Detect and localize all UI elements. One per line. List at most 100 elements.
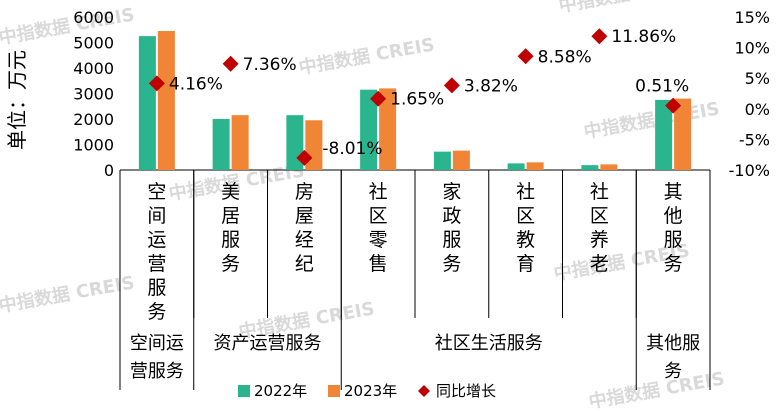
category-label: 育 — [516, 253, 535, 275]
y2-tick-label: 5% — [745, 69, 770, 88]
category-label: 间 — [147, 205, 166, 227]
bar-2023 — [379, 88, 397, 170]
category-label: 社 — [590, 181, 609, 203]
bar-2022 — [581, 165, 599, 170]
group-label: 社区生活服务 — [435, 333, 543, 354]
category-label: 美 — [221, 181, 240, 203]
category-label: 纪 — [295, 253, 314, 275]
y-tick-label: 4000 — [73, 59, 114, 78]
bar-2022 — [655, 99, 673, 170]
category-label: 居 — [221, 205, 240, 227]
category-label: 零 — [369, 229, 388, 251]
growth-label: 11.86% — [611, 27, 676, 47]
bar-2023 — [305, 120, 323, 170]
growth-marker — [517, 48, 534, 65]
watermark-text: 中指数据 CREIS — [297, 33, 436, 79]
y-tick-label: 3000 — [73, 85, 114, 104]
growth-marker — [665, 97, 682, 114]
legend-swatch — [418, 385, 430, 397]
legend-label: 同比增长 — [436, 382, 496, 400]
y2-tick-label: 15% — [734, 8, 770, 27]
category-label: 服 — [664, 229, 683, 251]
category-label: 养 — [590, 229, 609, 251]
category-label: 教 — [516, 229, 535, 251]
category-label: 屋 — [295, 205, 314, 227]
category-label: 区 — [369, 205, 388, 227]
category-labels: 空间运营服务美居服务房屋经纪社区零售家政服务社区教育社区养老其他服务空间运营服务… — [119, 170, 711, 390]
growth-marker — [296, 149, 313, 166]
bar-2022 — [212, 119, 230, 170]
category-label: 服 — [442, 229, 461, 251]
category-label: 其 — [664, 181, 683, 203]
growth-marker — [148, 75, 165, 92]
category-label: 务 — [442, 253, 461, 275]
growth-label: 7.36% — [243, 55, 297, 75]
growth-marker — [222, 55, 239, 72]
category-label: 服 — [147, 277, 166, 299]
category-label: 运 — [147, 229, 166, 251]
growth-marker — [591, 28, 608, 45]
y-tick-label: 5000 — [73, 34, 114, 53]
growth-label: 4.16% — [169, 74, 223, 94]
bar-2022 — [138, 36, 156, 170]
category-label: 务 — [664, 253, 683, 275]
category-label: 服 — [221, 229, 240, 251]
category-label: 房 — [295, 181, 314, 203]
bars — [138, 31, 692, 171]
y-tick-label: 6000 — [73, 8, 114, 27]
category-label: 社 — [516, 181, 535, 203]
watermark-text: 中指数据 CREIS — [0, 3, 136, 49]
y-tick-label: 1000 — [73, 136, 114, 155]
category-label: 政 — [442, 205, 461, 227]
y-tick-label: 0 — [104, 161, 114, 180]
watermark-text: 中指数据 CREIS — [587, 367, 726, 413]
growth-markers: 4.16% 7.36% -8.01% 1.65% 3.82% 8.58% 11.86% 0.5… — [148, 27, 689, 166]
watermark-text: 中指数据 CREIS — [0, 271, 136, 317]
category-label: 区 — [590, 205, 609, 227]
legend-swatch — [238, 385, 250, 397]
legend-label: 2023年 — [344, 382, 397, 400]
bar-2023 — [600, 164, 618, 170]
y2-tick-label: -10% — [729, 161, 770, 180]
bar-2022 — [507, 163, 525, 170]
category-label: 空 — [147, 181, 166, 203]
group-label: 务 — [664, 361, 682, 382]
y-tick-label: 2000 — [73, 110, 114, 129]
y2-tick-label: 10% — [734, 39, 770, 58]
category-label: 他 — [664, 205, 683, 227]
group-label: 营服务 — [130, 361, 184, 382]
y-axis-title: 单位：万元 — [5, 50, 29, 150]
category-label: 区 — [516, 205, 535, 227]
watermark-text: 中指数据 CREIS — [557, 0, 696, 17]
growth-label: 1.65% — [390, 90, 444, 110]
legend: 2022年 2023年 同比增长 — [238, 382, 496, 400]
bar-2023 — [452, 150, 470, 170]
growth-marker — [443, 77, 460, 94]
category-label: 营 — [147, 253, 166, 275]
group-label: 空间运 — [130, 333, 184, 354]
category-label: 务 — [147, 301, 166, 323]
category-label: 务 — [221, 253, 240, 275]
bar-2022 — [433, 151, 451, 170]
growth-label: 3.82% — [464, 76, 518, 96]
legend-label: 2022年 — [254, 382, 307, 400]
growth-marker — [370, 90, 387, 107]
y2-tick-label: -5% — [739, 130, 770, 149]
category-label: 老 — [590, 253, 609, 275]
watermark-text: 中指数据 CREIS — [582, 97, 721, 143]
category-label: 售 — [369, 253, 388, 275]
legend-swatch — [328, 385, 340, 397]
growth-label: -8.01% — [322, 139, 382, 159]
group-label: 资产运营服务 — [214, 333, 322, 354]
bar-2023 — [526, 162, 544, 170]
category-label: 家 — [442, 181, 461, 203]
group-label: 其他服 — [646, 333, 700, 354]
bar-2022 — [360, 89, 378, 170]
y2-tick-label: 0% — [745, 100, 770, 119]
category-label: 社 — [369, 181, 388, 203]
growth-label: 0.51% — [635, 77, 689, 97]
bar-2023 — [674, 98, 692, 170]
category-label: 经 — [295, 229, 314, 251]
bar-2023 — [157, 31, 175, 171]
